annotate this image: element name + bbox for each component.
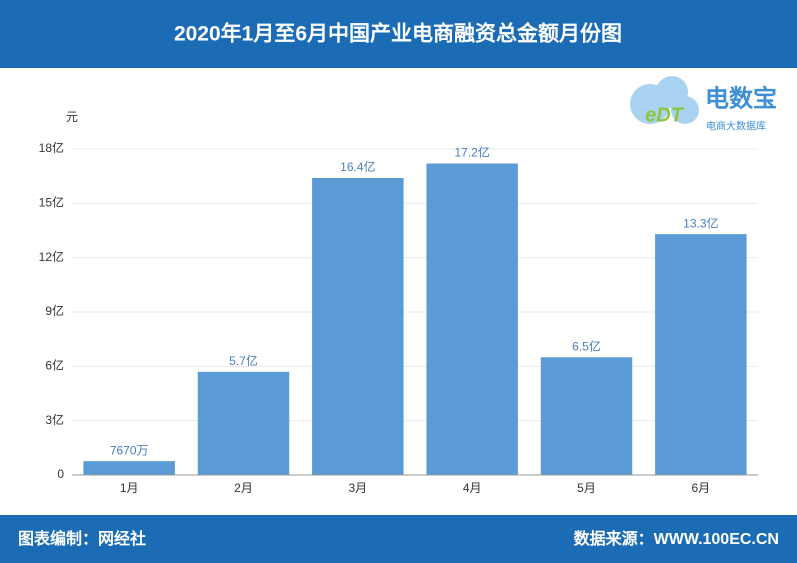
value-label: 13.3亿 xyxy=(683,215,718,230)
value-label: 7670万 xyxy=(110,443,149,457)
chart-title: 2020年1月至6月中国产业电商融资总金额月份图 xyxy=(174,22,622,46)
y-tick-label: 15亿 xyxy=(39,195,64,210)
value-label: 5.7亿 xyxy=(229,353,258,368)
y-tick-label: 9亿 xyxy=(45,303,64,318)
logo: eDT 电数宝 电商大数据库 xyxy=(630,76,777,133)
bar xyxy=(426,163,518,475)
logo-cloud xyxy=(671,96,699,124)
bar xyxy=(83,461,175,475)
logo-name: 电数宝 xyxy=(705,84,777,112)
x-tick-label: 1月 xyxy=(120,481,139,495)
logo-subtitle: 电商大数据库 xyxy=(706,120,766,133)
y-tick-label: 18亿 xyxy=(39,140,64,155)
footer-right: 数据来源：WWW.100EC.CN xyxy=(574,529,779,548)
x-tick-label: 3月 xyxy=(348,481,367,495)
y-tick-label: 6亿 xyxy=(45,358,64,373)
value-label: 17.2亿 xyxy=(454,145,489,160)
y-tick-label: 0 xyxy=(57,467,64,481)
x-tick-label: 5月 xyxy=(577,481,596,495)
y-axis-label: 元 xyxy=(66,110,78,124)
footer-left: 图表编制：网经社 xyxy=(18,529,146,548)
x-tick-label: 2月 xyxy=(234,481,253,495)
header-band xyxy=(0,0,797,68)
x-tick-label: 4月 xyxy=(463,481,482,495)
bar xyxy=(197,371,290,475)
footer-band xyxy=(0,515,797,563)
logo-mark: eDT xyxy=(645,104,685,126)
bar xyxy=(655,234,747,475)
y-tick-label: 3亿 xyxy=(45,412,64,427)
y-tick-label: 12亿 xyxy=(39,249,64,264)
bar xyxy=(312,177,404,475)
bar xyxy=(540,357,633,475)
value-label: 16.4亿 xyxy=(340,159,375,174)
value-label: 6.5亿 xyxy=(572,338,601,353)
x-tick-label: 6月 xyxy=(691,481,710,495)
